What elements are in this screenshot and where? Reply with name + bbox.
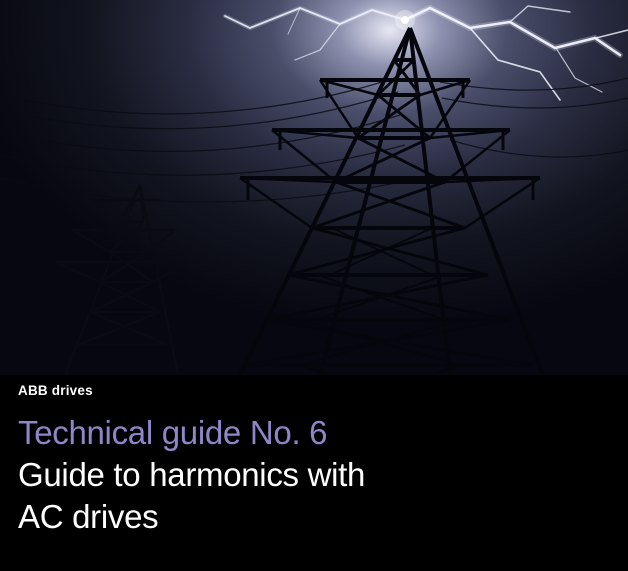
title-line-1: Technical guide No. 6 (18, 412, 610, 454)
title-line-3: AC drives (18, 496, 610, 538)
title-line-2: Guide to harmonics with (18, 454, 610, 496)
brand-label: ABB drives (18, 383, 610, 398)
hero-image (0, 0, 628, 375)
tower-main (0, 0, 628, 375)
document-cover: ABB drives Technical guide No. 6 Guide t… (0, 0, 628, 571)
title-block: ABB drives Technical guide No. 6 Guide t… (0, 375, 628, 571)
